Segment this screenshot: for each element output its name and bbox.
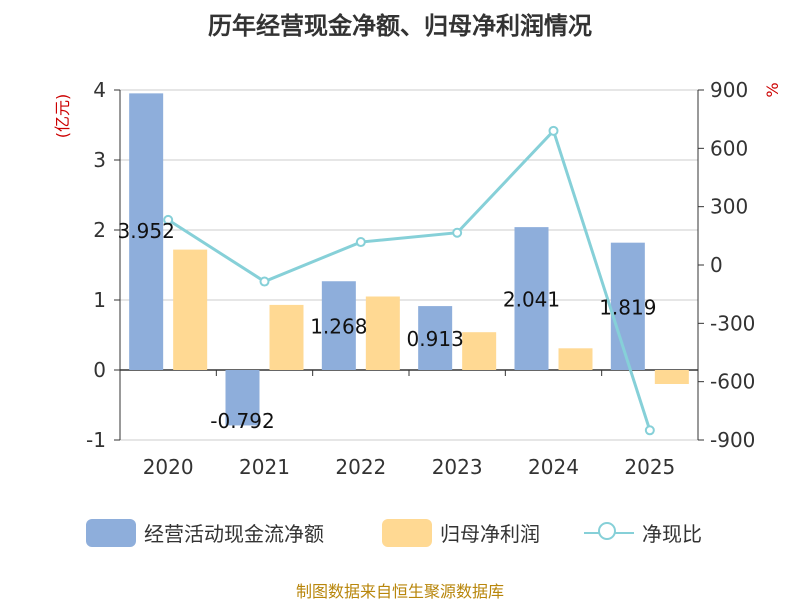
x-tick-label: 2023 bbox=[432, 455, 483, 479]
y-left-tick-label: -1 bbox=[86, 428, 106, 452]
legend-item-operating-cashflow[interactable]: 经营活动现金流净额 bbox=[86, 518, 324, 547]
legend: 经营活动现金流净额 归母净利润 净现比 bbox=[0, 518, 800, 552]
point-cash-ratio bbox=[452, 227, 463, 238]
y-right-tick-label: 600 bbox=[710, 136, 748, 160]
y-left-tick-label: 1 bbox=[93, 288, 106, 312]
y-right-tick-label: -600 bbox=[710, 370, 755, 394]
line-cash-ratio bbox=[167, 127, 652, 431]
bar-operating-cashflow bbox=[610, 242, 645, 370]
legend-label-net-profit: 归母净利润 bbox=[440, 522, 540, 546]
chart-title: 历年经营现金净额、归母净利润情况 bbox=[208, 12, 592, 40]
y-right-tick-label: 300 bbox=[710, 195, 748, 219]
x-tick-label: 2024 bbox=[528, 455, 579, 479]
x-tick-label: 2022 bbox=[335, 455, 386, 479]
data-label-operating-cashflow: 1.819 bbox=[599, 295, 656, 319]
y-left-unit: (亿元) bbox=[53, 94, 72, 139]
bar-net-profit bbox=[269, 304, 304, 370]
source-note: 制图数据来自恒生聚源数据库 bbox=[295, 582, 504, 601]
point-cash-ratio bbox=[259, 276, 270, 287]
y-right-tick-label: 900 bbox=[710, 78, 748, 102]
bar-net-profit bbox=[173, 249, 208, 370]
legend-item-net-profit[interactable]: 归母净利润 bbox=[382, 518, 540, 547]
legend-label-cash-ratio: 净现比 bbox=[642, 522, 702, 546]
data-label-operating-cashflow: 3.952 bbox=[118, 219, 175, 243]
y-right-tick-label: -300 bbox=[710, 311, 755, 335]
x-tick-label: 2020 bbox=[143, 455, 194, 479]
legend-item-cash-ratio[interactable]: 净现比 bbox=[584, 518, 702, 547]
bar-operating-cashflow bbox=[225, 370, 260, 426]
bar-net-profit bbox=[462, 332, 497, 370]
bar-operating-cashflow bbox=[418, 306, 453, 370]
point-cash-ratio bbox=[163, 214, 174, 225]
bar-operating-cashflow bbox=[514, 227, 549, 370]
x-tick-label: 2021 bbox=[239, 455, 290, 479]
bar-operating-cashflow bbox=[129, 93, 164, 371]
bar-operating-cashflow bbox=[321, 281, 356, 370]
legend-swatch-net-profit bbox=[382, 518, 432, 547]
y-left-tick-label: 3 bbox=[93, 148, 106, 172]
y-right-unit: % bbox=[763, 82, 782, 97]
bar-net-profit bbox=[558, 348, 593, 370]
y-right-tick-label: -900 bbox=[710, 428, 755, 452]
y-left-tick-label: 4 bbox=[93, 78, 106, 102]
y-left-tick-label: 0 bbox=[93, 358, 106, 382]
data-label-operating-cashflow: 1.268 bbox=[310, 315, 367, 339]
data-label-operating-cashflow: 2.041 bbox=[503, 288, 560, 312]
bar-net-profit bbox=[365, 296, 400, 370]
point-cash-ratio bbox=[644, 425, 655, 436]
bar-net-profit bbox=[654, 370, 689, 384]
legend-label-operating-cashflow: 经营活动现金流净额 bbox=[144, 522, 324, 546]
legend-swatch-cash-ratio bbox=[584, 519, 634, 547]
x-tick-label: 2025 bbox=[624, 455, 675, 479]
legend-swatch-operating-cashflow bbox=[86, 518, 136, 547]
y-left-tick-label: 2 bbox=[93, 218, 106, 242]
data-label-operating-cashflow: 0.913 bbox=[407, 327, 464, 351]
y-right-tick-label: 0 bbox=[710, 253, 723, 277]
point-cash-ratio bbox=[355, 237, 366, 248]
point-cash-ratio bbox=[548, 125, 559, 136]
data-label-operating-cashflow: -0.792 bbox=[210, 409, 274, 433]
